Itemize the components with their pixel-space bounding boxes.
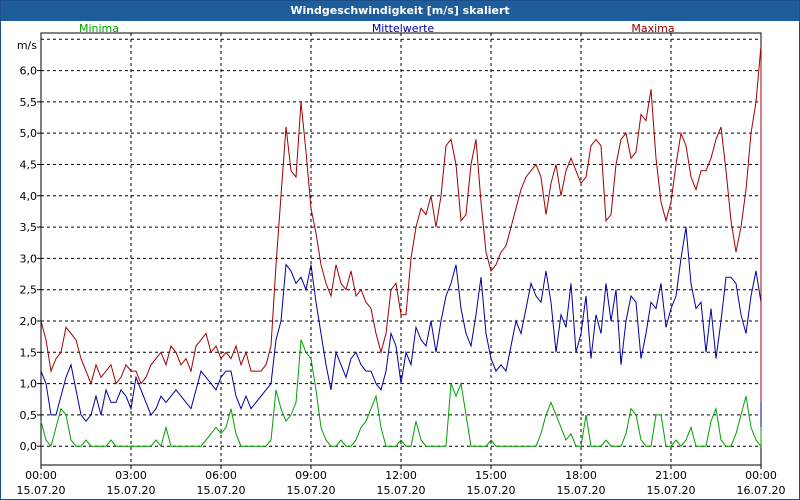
y-tick-label: 6,0: [20, 65, 38, 78]
y-tick-label: 5,5: [20, 96, 38, 109]
y-tick-label: 4,5: [20, 158, 38, 171]
x-tick-label-date: 15.07.20: [107, 484, 156, 497]
y-tick-label: 2,5: [20, 284, 38, 297]
legend-mittelwerte: Mittelwerte: [372, 22, 435, 35]
x-tick-label-date: 16.07.20: [737, 484, 786, 497]
x-tick-label-date: 15.07.20: [467, 484, 516, 497]
legend-minima: Minima: [79, 22, 119, 35]
y-axis-label: m/s: [17, 39, 37, 52]
y-tick-label: 2,0: [20, 315, 38, 328]
x-tick-label-time: 18:00: [565, 469, 597, 482]
x-tick-label-time: 00:00: [25, 469, 57, 482]
window-title: Windgeschwindigkeit [m/s] skaliert: [1, 1, 799, 21]
x-tick-label-time: 15:00: [475, 469, 507, 482]
y-tick-label: 1,5: [20, 346, 38, 359]
x-tick-label-date: 15.07.20: [377, 484, 426, 497]
y-tick-label: 4,0: [20, 190, 38, 203]
x-tick-label-time: 12:00: [385, 469, 417, 482]
x-tick-label-date: 15.07.20: [557, 484, 606, 497]
series-line-maxima: [40, 45, 762, 403]
y-tick-label: 3,0: [20, 252, 38, 265]
x-tick-label-time: 03:00: [115, 469, 147, 482]
y-tick-label: 3,5: [20, 221, 38, 234]
x-tick-label-time: 09:00: [295, 469, 327, 482]
y-tick-label: 0,0: [20, 440, 38, 453]
chart-area: 0,0 0,5 1,0 1,5 2,0 2,5 3,0 3,5 4,0 4,5 5,0 5,5 6,0 m…: [17, 22, 786, 497]
y-tick-label: 5,0: [20, 127, 38, 140]
x-tick-label-date: 15.07.20: [287, 484, 336, 497]
x-tick-label-date: 15.07.20: [17, 484, 66, 497]
y-tick-label: 0,5: [20, 409, 38, 422]
x-tick-label-time: 00:00: [745, 469, 777, 482]
x-tick-label-date: 15.07.20: [197, 484, 246, 497]
x-tick-label-date: 15.07.20: [647, 484, 696, 497]
x-tick-label-time: 21:00: [655, 469, 687, 482]
y-tick-label: 1,0: [20, 378, 38, 391]
x-tick-label-time: 06:00: [205, 469, 237, 482]
legend-maxima: Maxima: [631, 22, 674, 35]
